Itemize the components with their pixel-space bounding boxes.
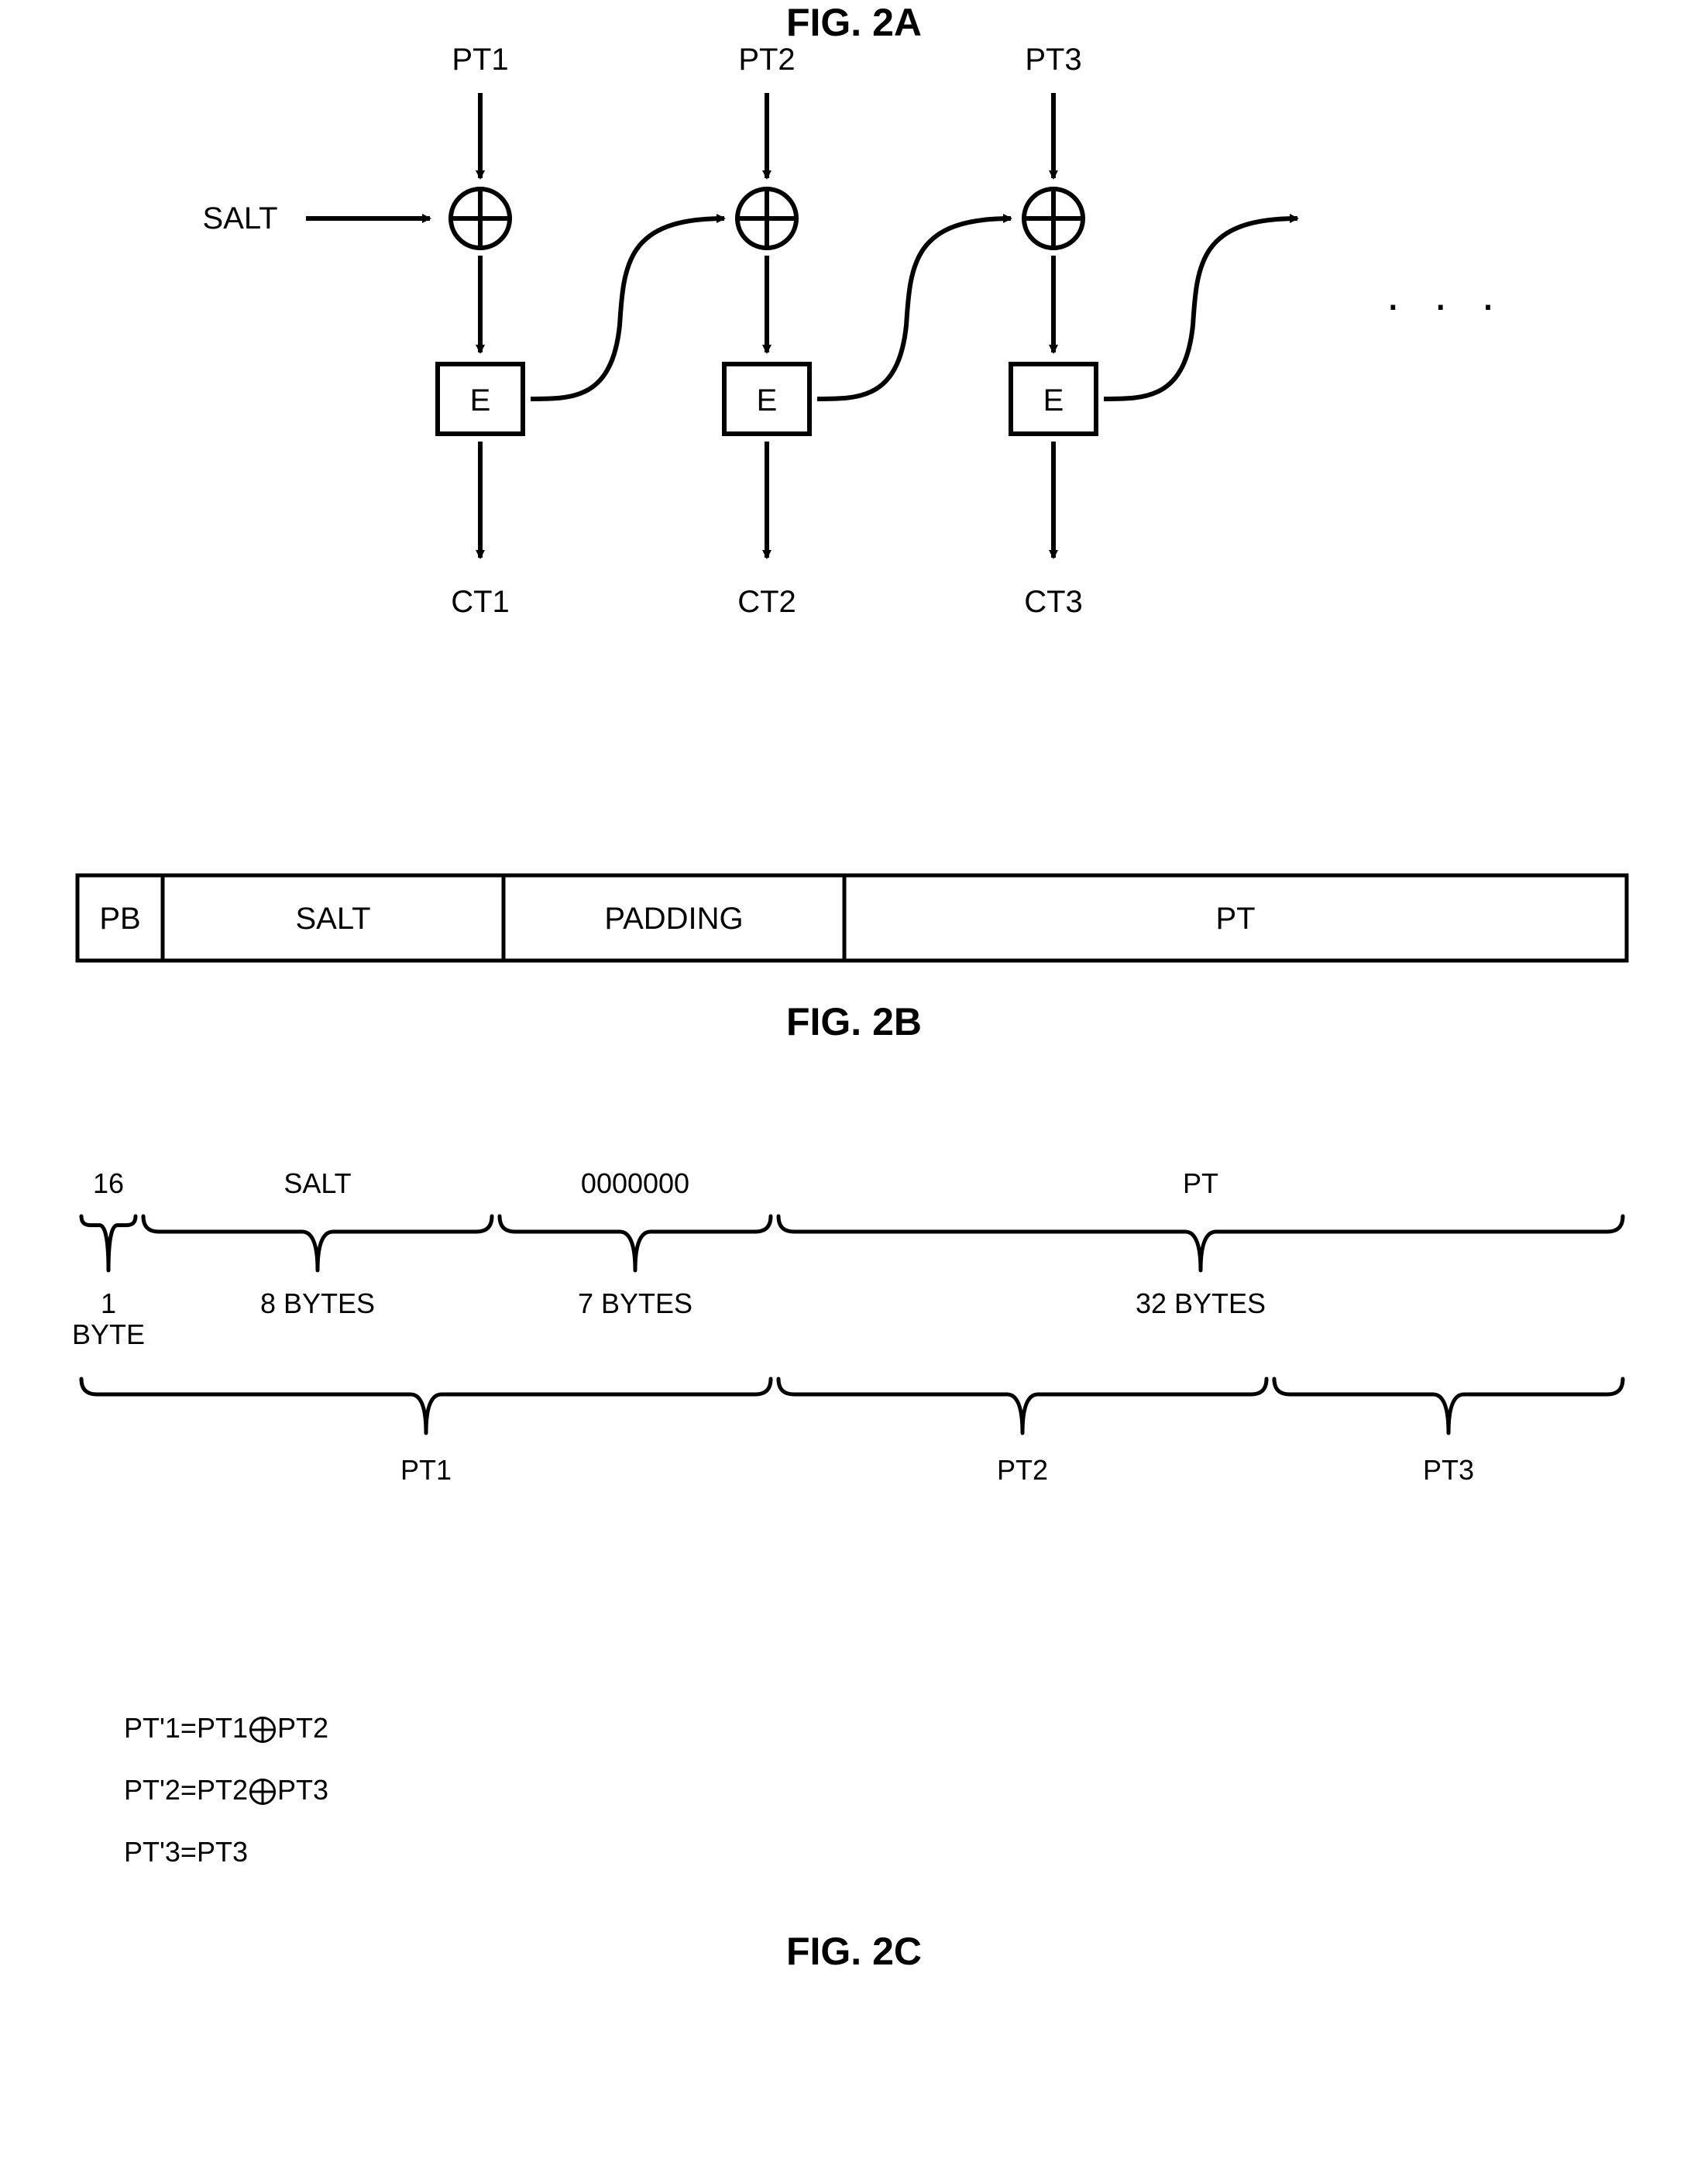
feedback-2-3 xyxy=(817,218,1011,399)
page: SALT PT1 E CT1 PT2 xyxy=(0,0,1708,2169)
fig2c-brace-top xyxy=(778,1216,1623,1270)
eq-1: PT'1=PT1PT2 xyxy=(124,1712,328,1744)
ct1-label: CT1 xyxy=(451,585,510,619)
fig2c-top-label: PT xyxy=(1183,1167,1218,1199)
e-label-2: E xyxy=(757,383,778,418)
fig2c-brace-top xyxy=(81,1216,136,1270)
pt3-label: PT3 xyxy=(1025,43,1081,77)
fig2c-byte-label: 1 xyxy=(101,1287,116,1319)
fig-2a-caption: FIG. 2A xyxy=(0,0,1708,45)
ct2-label: CT2 xyxy=(737,585,796,619)
e-label-3: E xyxy=(1043,383,1064,418)
fig2b-cell-label: PB xyxy=(99,902,140,936)
ct3-label: CT3 xyxy=(1024,585,1083,619)
fig2c-brace-pt xyxy=(778,1379,1266,1433)
fig2b-cell-label: SALT xyxy=(295,902,370,936)
fig2c-byte-label: 32 BYTES xyxy=(1136,1287,1266,1319)
pt2-label: PT2 xyxy=(738,43,795,77)
col-1: PT1 E CT1 xyxy=(438,43,523,619)
salt-label: SALT xyxy=(202,201,277,235)
fig2c-brace-pt xyxy=(1274,1379,1623,1433)
feedback-3-next xyxy=(1104,218,1297,399)
fig-2c-svg: 16SALT0000000PT1BYTE8 BYTES7 BYTES32 BYT… xyxy=(0,1146,1708,1689)
col-3: PT3 E CT3 xyxy=(1011,43,1096,619)
fig-2b-caption: FIG. 2B xyxy=(0,999,1708,1044)
fig2c-top-label: SALT xyxy=(284,1167,351,1199)
fig2c-byte-label: 7 BYTES xyxy=(578,1287,692,1319)
pt1-label: PT1 xyxy=(452,43,508,77)
fig2c-top-label: 16 xyxy=(93,1167,124,1199)
eq-3: PT'3=PT3 xyxy=(124,1836,248,1868)
fig2b-cell-label: PT xyxy=(1215,902,1255,936)
fig-2a-svg: SALT PT1 E CT1 PT2 xyxy=(0,0,1708,744)
fig2c-pt-label: PT1 xyxy=(400,1454,452,1486)
fig2c-pt-label: PT3 xyxy=(1423,1454,1474,1486)
fig2c-brace-top xyxy=(143,1216,492,1270)
ellipsis: . . . xyxy=(1387,268,1505,320)
feedback-1-2 xyxy=(531,218,724,399)
fig2c-byte-label: 8 BYTES xyxy=(260,1287,375,1319)
e-label-1: E xyxy=(470,383,491,418)
fig2c-top-label: 0000000 xyxy=(581,1167,689,1199)
eq-2: PT'2=PT2PT3 xyxy=(124,1774,328,1806)
fig2c-byte-label: BYTE xyxy=(72,1318,145,1350)
fig2c-brace-top xyxy=(500,1216,771,1270)
col-2: PT2 E CT2 xyxy=(724,43,809,619)
xor-icon xyxy=(249,1717,276,1743)
fig2b-cell-label: PADDING xyxy=(604,902,743,936)
fig2c-pt-label: PT2 xyxy=(997,1454,1048,1486)
xor-icon xyxy=(249,1779,276,1805)
fig-2c-caption: FIG. 2C xyxy=(0,1929,1708,1974)
fig2c-brace-pt xyxy=(81,1379,771,1433)
